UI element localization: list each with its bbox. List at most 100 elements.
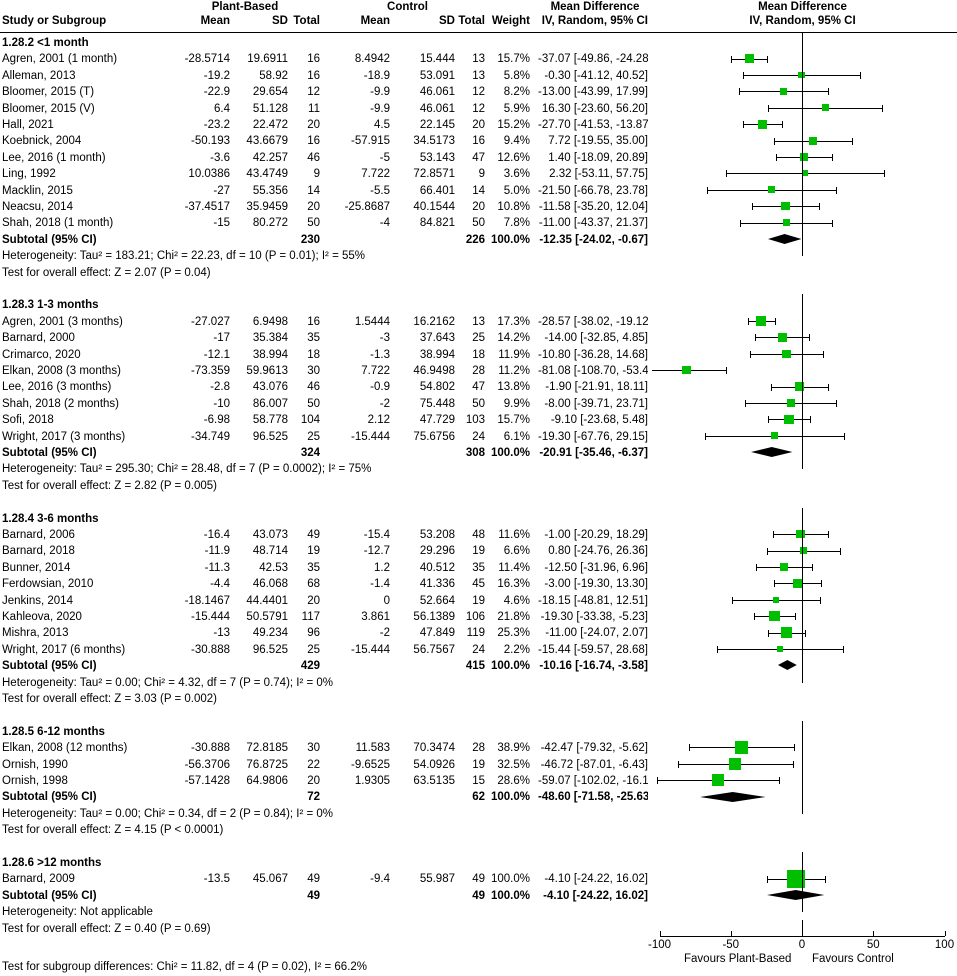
table-row[interactable]: Jenkins, 2014 -18.1467 44.4401 20 0 52.664 19 4… xyxy=(0,593,957,609)
cell-sd1: 76.8725 xyxy=(246,758,288,771)
subtotal-row: Subtotal (95% CI) 49 49 100.0% -4.10 [-24.22… xyxy=(0,888,957,904)
study-name: Neacsu, 2014 xyxy=(2,201,73,213)
table-row[interactable]: Mishra, 2013 -13 49.234 96 -2 47.849 119 25.3% -… xyxy=(0,625,957,641)
table-row[interactable]: Lee, 2016 (3 months) -2.8 43.076 46 -0.9 54.8… xyxy=(0,379,957,395)
cell-mean2: 1.2 xyxy=(374,561,390,574)
table-row[interactable]: Hall, 2021 -23.2 22.472 20 4.5 22.145 20 15.2% -… xyxy=(0,117,957,133)
cell-weight: 7.8% xyxy=(503,217,530,230)
overall-effect-note: Test for overall effect: Z = 3.03 (P = 0… xyxy=(2,693,217,705)
cell-sd2: 54.0926 xyxy=(413,758,455,771)
cell-sd1: 96.525 xyxy=(252,430,288,443)
cell-total2: 103 xyxy=(465,414,485,427)
table-row[interactable]: Barnard, 2018 -11.9 48.714 19 -12.7 29.296 19 6… xyxy=(0,543,957,559)
subgroup-heading-row: 1.28.4 3-6 months xyxy=(0,511,957,527)
cell-sd2: 34.5173 xyxy=(413,135,455,148)
cell-sd2: 70.3474 xyxy=(413,742,455,755)
table-row[interactable]: Barnard, 2006 -16.4 43.073 49 -15.4 53.208 48 1… xyxy=(0,527,957,543)
cell-sd1: 43.4749 xyxy=(246,168,288,181)
header-sd-control: SD xyxy=(439,15,455,27)
cell-weight: 3.6% xyxy=(503,168,530,181)
axis-tick-label: 0 xyxy=(798,939,806,951)
cell-mean1: -73.359 xyxy=(190,365,230,377)
cell-mean1: -56.3706 xyxy=(184,758,230,771)
table-row[interactable]: Bloomer, 2015 (T) -22.9 29.654 12 -9.9 46.061… xyxy=(0,84,957,100)
table-row[interactable]: Neacsu, 2014 -37.4517 35.9459 20 -25.8687 40.… xyxy=(0,199,957,215)
cell-mean1: -23.2 xyxy=(203,119,230,131)
cell-weight: 12.6% xyxy=(497,151,530,164)
axis-tick-label: 50 xyxy=(866,939,880,951)
table-row[interactable]: Kahleova, 2020 -15.444 50.5791 117 3.861 56.1… xyxy=(0,609,957,625)
cell-total2: 28 xyxy=(472,742,485,755)
cell-mean1: -57.1428 xyxy=(184,775,230,787)
table-row[interactable]: Macklin, 2015 -27 55.356 14 -5.5 66.401 14 5.0%… xyxy=(0,183,957,199)
cell-sd1: 43.076 xyxy=(252,381,288,394)
table-row[interactable]: Wright, 2017 (6 months) -30.888 96.525 25 -1… xyxy=(0,642,957,658)
table-row[interactable]: Lee, 2016 (1 month) -3.6 42.257 46 -5 53.143 4… xyxy=(0,150,957,166)
cell-weight: 10.8% xyxy=(497,201,530,213)
cell-sd1: 22.472 xyxy=(252,119,288,131)
cell-effect-text: -4.10 [-24.22, 16.02] xyxy=(544,873,648,886)
cell-total2: 50 xyxy=(472,397,485,410)
cell-mean1: -22.9 xyxy=(203,86,230,99)
cell-sd2: 41.336 xyxy=(419,578,455,591)
cell-effect-text: -46.72 [-87.01, -6.43] xyxy=(540,758,648,771)
cell-sd1: 51.128 xyxy=(252,102,288,115)
table-row[interactable]: Shah, 2018 (1 month) -15 80.272 50 -4 84.821 5… xyxy=(0,215,957,231)
cell-total2: 19 xyxy=(472,545,485,558)
cell-mean2: -25.8687 xyxy=(344,201,390,213)
table-row[interactable]: Shah, 2018 (2 months) -10 86.007 50 -2 75.448… xyxy=(0,396,957,412)
cell-total1: 230 xyxy=(300,233,320,246)
table-row[interactable]: Crimarco, 2020 -12.1 38.994 18 -1.3 38.994 18 1… xyxy=(0,347,957,363)
header-group-control: Control xyxy=(387,1,428,13)
cell-effect-text: -42.47 [-79.32, -5.62] xyxy=(540,742,648,755)
header-plot-title: Mean Difference xyxy=(758,1,847,13)
cell-effect-text: -28.57 [-38.02, -19.12] xyxy=(538,315,648,328)
cell-sd2: 37.643 xyxy=(419,332,455,345)
axis-tick-label: -100 xyxy=(647,939,672,951)
cell-total2: 16 xyxy=(472,135,485,148)
cell-mean1: -30.888 xyxy=(190,643,230,656)
table-row[interactable]: Elkan, 2008 (12 months) -30.888 72.8185 30 1… xyxy=(0,740,957,756)
cell-sd1: 58.778 xyxy=(252,414,288,427)
cell-total1: 16 xyxy=(307,53,320,66)
table-row[interactable]: Wright, 2017 (3 months) -34.749 96.525 25 -1… xyxy=(0,429,957,445)
table-row[interactable]: Bloomer, 2015 (V) 6.4 51.128 11 -9.9 46.061 12… xyxy=(0,101,957,117)
cell-total2: 14 xyxy=(472,184,485,197)
table-row[interactable]: Ferdowsian, 2010 -4.4 46.068 68 -1.4 41.336 45… xyxy=(0,576,957,592)
table-header: Study or Subgroup Plant-Based Control Me… xyxy=(0,0,957,32)
study-name: Alleman, 2013 xyxy=(2,69,76,82)
table-row[interactable]: Alleman, 2013 -19.2 58.92 16 -18.9 53.091 13 5.… xyxy=(0,68,957,84)
subtotal-row: Subtotal (95% CI) 324 308 100.0% -20.91 [-35… xyxy=(0,445,957,461)
favours-right-label: Favours Control xyxy=(812,953,894,965)
heterogeneity-note: Heterogeneity: Tau² = 183.21; Chi² = 22.… xyxy=(2,250,366,263)
table-row[interactable]: Agren, 2001 (3 months) -27.027 6.9498 16 1.5… xyxy=(0,314,957,330)
table-row[interactable]: Ornish, 1990 -56.3706 76.8725 22 -9.6525 54.0… xyxy=(0,757,957,773)
cell-effect-text: -1.90 [-21.91, 18.11] xyxy=(545,381,648,394)
cell-mean1: 6.4 xyxy=(214,102,230,115)
subgroup-heading-row: 1.28.5 6-12 months xyxy=(0,724,957,740)
table-row[interactable]: Ling, 1992 10.0386 43.4749 9 7.722 72.8571 9 3.… xyxy=(0,166,957,182)
cell-effect-text: -81.08 [-108.70, -53.46] xyxy=(538,365,648,377)
cell-total1: 22 xyxy=(307,758,320,771)
cell-total2: 62 xyxy=(472,791,485,804)
cell-total1: 30 xyxy=(307,365,320,377)
table-row[interactable]: Ornish, 1998 -57.1428 64.9806 20 1.9305 63.51… xyxy=(0,773,957,789)
table-row[interactable]: Bunner, 2014 -11.3 42.53 35 1.2 40.512 35 11.4%… xyxy=(0,560,957,576)
cell-sd1: 80.272 xyxy=(252,217,288,230)
cell-sd2: 47.849 xyxy=(419,627,455,640)
study-name: Shah, 2018 (2 months) xyxy=(2,397,119,410)
cell-weight: 38.9% xyxy=(497,742,530,755)
study-name: Ornish, 1990 xyxy=(2,758,68,771)
header-group-plant-based: Plant-Based xyxy=(211,1,279,13)
table-row[interactable]: Elkan, 2008 (3 months) -73.359 59.9613 30 7.… xyxy=(0,363,957,379)
table-row[interactable]: Sofi, 2018 -6.98 58.778 104 2.12 47.729 103 15.… xyxy=(0,412,957,428)
table-row[interactable]: Barnard, 2000 -17 35.384 35 -3 37.643 25 14.2% -… xyxy=(0,330,957,346)
table-row[interactable]: Barnard, 2009 -13.5 45.067 49 -9.4 55.987 49 10… xyxy=(0,871,957,887)
header-effect-title: Mean Difference xyxy=(550,1,640,13)
table-row[interactable]: Agren, 2001 (1 month) -28.5714 19.6911 16 8.… xyxy=(0,51,957,67)
cell-total2: 12 xyxy=(472,102,485,115)
table-row[interactable]: Koebnick, 2004 -50.193 43.6679 16 -57.915 34.… xyxy=(0,133,957,149)
cell-weight: 9.9% xyxy=(503,397,530,410)
cell-sd2: 75.448 xyxy=(419,397,455,410)
header-divider xyxy=(0,32,957,33)
